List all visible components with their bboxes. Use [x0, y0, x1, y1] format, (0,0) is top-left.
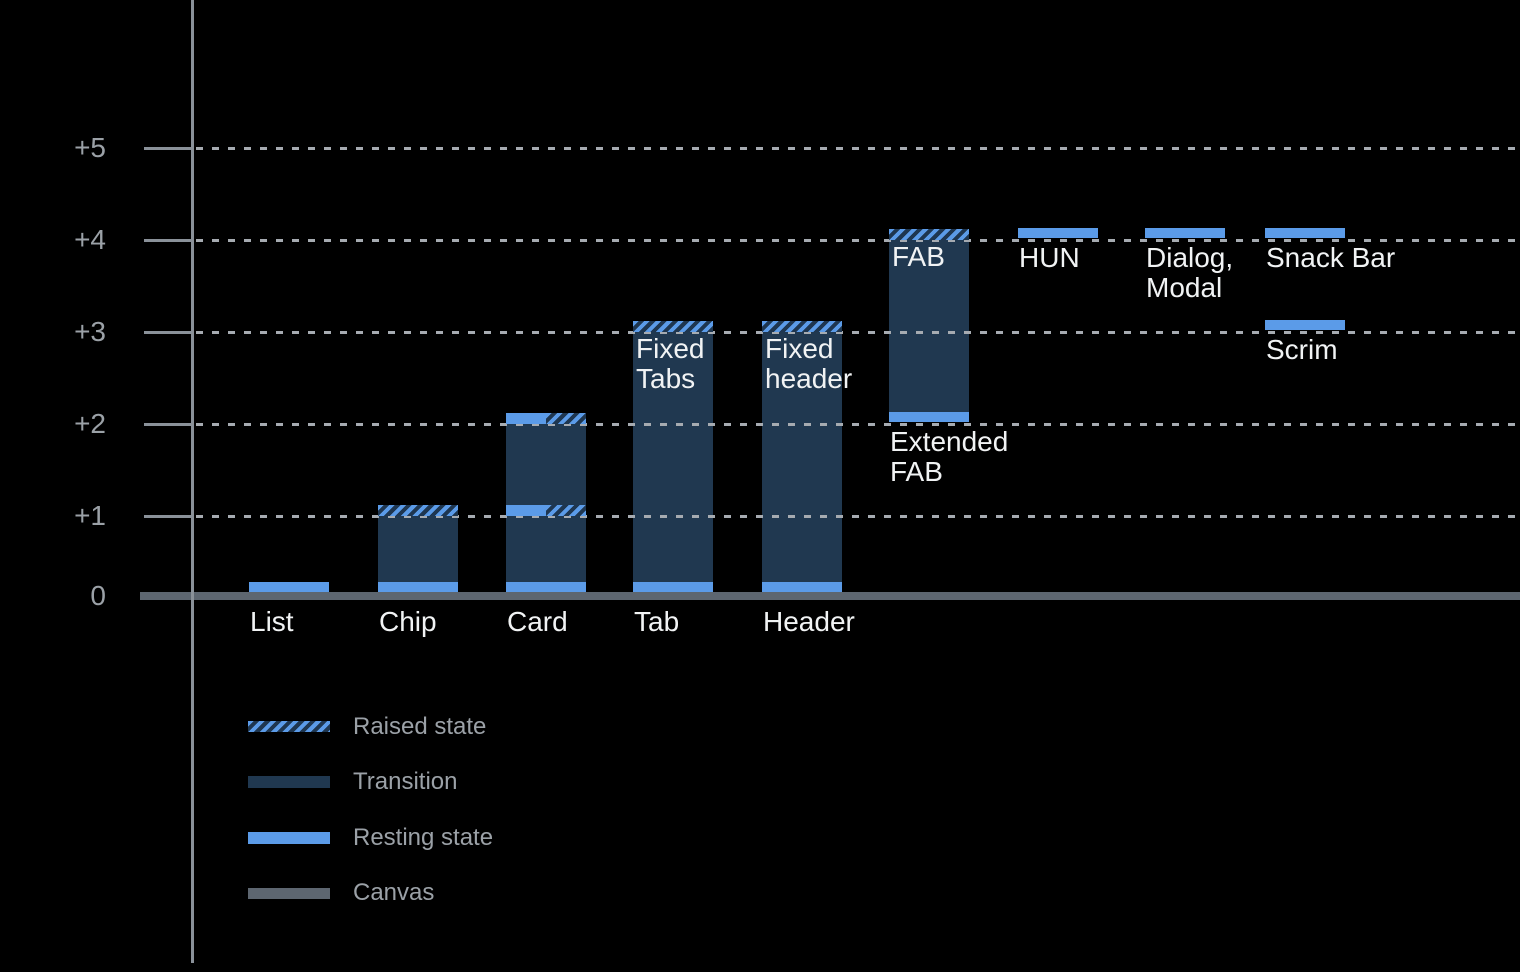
- segment-resting-snack-bar: [1265, 228, 1345, 238]
- bar-label-dialog-modal: Dialog, Modal: [1146, 242, 1234, 303]
- segment-transition-card: [506, 516, 586, 582]
- legend-swatch-canvas: [248, 888, 330, 899]
- category-label-tab: Tab: [634, 606, 680, 637]
- legend-label-raised-state: Raised state: [353, 713, 487, 740]
- y-tick-plus5: [144, 147, 192, 150]
- gridline-plus2: [196, 423, 1520, 426]
- segment-resting-chip: [378, 582, 458, 592]
- legend-label-transition: Transition: [353, 768, 458, 795]
- legend-label-canvas: Canvas: [353, 879, 435, 906]
- bar-label-scrim: Scrim: [1266, 334, 1338, 365]
- segment-raised-extended-fab: [889, 229, 969, 240]
- gridline-plus4: [196, 239, 1520, 242]
- segment-resting-list: [249, 582, 329, 592]
- y-axis-label-plus2: +2: [74, 408, 106, 439]
- gridline-plus3: [196, 331, 1520, 334]
- canvas-baseline: [140, 592, 1520, 600]
- bar-label-extended-fab: Extended FAB: [890, 426, 1009, 487]
- bar-label-hun: HUN: [1019, 242, 1080, 273]
- gridline-plus1: [196, 515, 1520, 518]
- y-tick-plus4: [144, 239, 192, 242]
- y-tick-plus2: [144, 423, 192, 426]
- segment-transition-tab: [633, 332, 713, 582]
- segment-resting-card: [506, 582, 586, 592]
- segment-resting-tab: [633, 582, 713, 592]
- legend-swatch-raised-state: [248, 721, 330, 732]
- y-axis-line: [191, 0, 194, 963]
- segment-resting-card: [506, 505, 546, 516]
- segment-transition-header: [762, 332, 842, 582]
- segment-resting-dialog-modal: [1145, 228, 1225, 238]
- segment-resting-scrim: [1265, 320, 1345, 330]
- segment-raised-card: [546, 505, 586, 516]
- category-label-card: Card: [507, 606, 568, 637]
- bar-label-tab: Fixed Tabs: [636, 333, 705, 394]
- segment-resting-card: [506, 413, 546, 424]
- y-axis-label-plus1: +1: [74, 500, 106, 531]
- y-axis-label-zero: 0: [90, 580, 106, 611]
- segment-resting-header: [762, 582, 842, 592]
- segment-transition-extended-fab: [889, 240, 969, 413]
- segment-resting-extended-fab: [889, 412, 969, 422]
- category-label-chip: Chip: [379, 606, 437, 637]
- bar-label-snack-bar: Snack Bar: [1266, 242, 1396, 273]
- y-tick-plus3: [144, 331, 192, 334]
- bar-label-extended-fab: FAB: [892, 241, 945, 272]
- category-label-header: Header: [763, 606, 855, 637]
- segment-raised-header: [762, 321, 842, 332]
- bar-label-header: Fixed header: [765, 333, 853, 394]
- legend-label-resting-state: Resting state: [353, 824, 494, 851]
- segment-raised-card: [546, 413, 586, 424]
- segment-resting-hun: [1018, 228, 1098, 238]
- gridline-plus5: [196, 147, 1520, 150]
- y-tick-plus1: [144, 515, 192, 518]
- segment-raised-chip: [378, 505, 458, 516]
- y-axis-label-plus5: +5: [74, 132, 106, 163]
- legend-swatch-resting-state: [248, 832, 330, 844]
- category-label-list: List: [250, 606, 294, 637]
- segment-transition-chip: [378, 516, 458, 582]
- legend-swatch-transition: [248, 776, 330, 788]
- segment-transition-card: [506, 424, 586, 505]
- y-axis-label-plus4: +4: [74, 224, 106, 255]
- segment-raised-tab: [633, 321, 713, 332]
- y-axis-label-plus3: +3: [74, 316, 106, 347]
